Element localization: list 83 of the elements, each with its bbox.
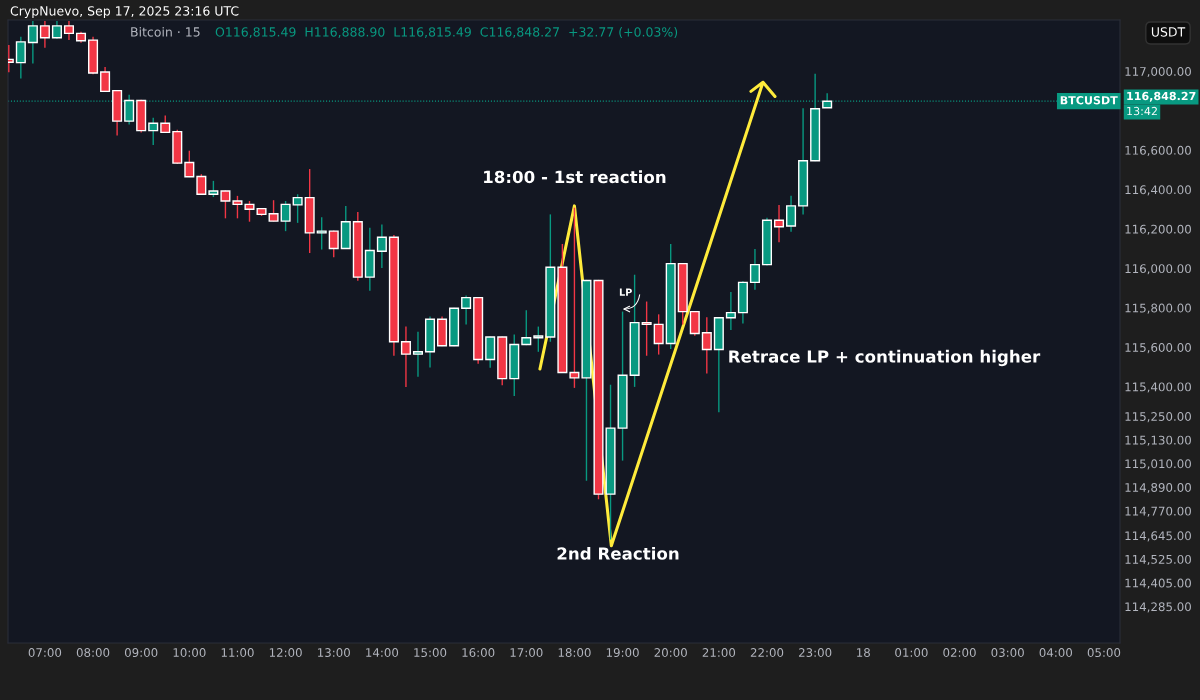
y-tick-label: 115,130.00 xyxy=(1125,435,1191,446)
x-tick-label: 08:00 xyxy=(76,648,110,657)
y-tick-label: 115,800.00 xyxy=(1125,303,1191,314)
chart-title: Bitcoin · 15 xyxy=(131,26,200,37)
x-tick-label: 15:00 xyxy=(414,648,447,657)
candlestick xyxy=(316,216,327,251)
text: 116,848.27 xyxy=(1127,91,1196,102)
x-tick-label: 11:00 xyxy=(221,648,254,657)
x-tick-label: 23:00 xyxy=(798,648,832,657)
x-tick-label: 02:00 xyxy=(943,648,976,657)
x-tick-label: 18 xyxy=(857,648,870,657)
candlestick xyxy=(63,20,75,41)
y-axis-title: USDT xyxy=(1151,27,1186,37)
x-tick-label: 05:00 xyxy=(1087,648,1121,657)
y-tick-label: 114,645.00 xyxy=(1125,531,1191,542)
candlestick xyxy=(196,173,207,196)
candlestick xyxy=(786,195,797,233)
candlestick xyxy=(773,204,785,243)
candlestick xyxy=(292,193,303,224)
y-tick-label: 114,525.00 xyxy=(1125,554,1191,566)
annotation: 2nd Reaction xyxy=(557,546,679,560)
candlestick xyxy=(521,309,532,346)
text: CrypNuevo, Sep 17, 2025 23:16 UTC xyxy=(10,6,239,19)
x-tick-label: 21:00 xyxy=(702,648,736,657)
x-tick-label: 20:00 xyxy=(654,648,687,657)
y-tick-label: 117,000.00 xyxy=(1125,66,1191,78)
y-tick-label: 114,770.00 xyxy=(1125,506,1191,517)
x-tick-label: 18:00 xyxy=(558,648,591,657)
annotation: O116,815.49 H116,888.90 L116,815.49 C116,848.27 +32.77 (+0.03%) xyxy=(215,26,678,39)
candlestick xyxy=(485,335,496,369)
candlestick xyxy=(701,316,712,375)
y-tick-label: 116,000.00 xyxy=(1125,264,1191,275)
candlestick xyxy=(148,117,159,146)
candlestick xyxy=(412,331,424,378)
x-tick-label: 17:00 xyxy=(510,648,543,657)
y-tick-label: 115,400.00 xyxy=(1125,382,1191,393)
annotation: 18:00 - 1st reaction xyxy=(484,170,666,184)
candlestick xyxy=(376,223,387,269)
x-tick-label: 12:00 xyxy=(269,648,302,657)
x-tick-label: 03:00 xyxy=(991,648,1024,657)
y-tick-label: 116,400.00 xyxy=(1125,185,1191,196)
candlestick xyxy=(653,313,664,356)
candlestick xyxy=(39,20,50,49)
y-tick-label: 115,250.00 xyxy=(1125,412,1191,423)
x-tick-label: 07:00 xyxy=(28,648,62,657)
candlestick xyxy=(725,291,736,331)
candlestick xyxy=(244,200,255,223)
x-tick-label: 16:00 xyxy=(462,648,495,657)
annotation: LP xyxy=(619,288,632,296)
x-tick-label: 01:00 xyxy=(895,648,928,657)
x-tick-label: 14:00 xyxy=(366,648,399,657)
y-tick-label: 114,285.00 xyxy=(1125,602,1191,613)
y-tick-label: 114,405.00 xyxy=(1125,578,1191,589)
candlestick xyxy=(461,294,472,326)
y-tick-label: 116,600.00 xyxy=(1125,145,1191,156)
text: 13:42 xyxy=(1127,106,1157,116)
x-tick-label: 19:00 xyxy=(606,648,639,657)
candlestick xyxy=(220,189,231,220)
candlestick xyxy=(15,36,26,80)
candlestick xyxy=(100,66,111,93)
candlestick xyxy=(641,300,652,357)
candlestick xyxy=(569,206,580,389)
candlestick xyxy=(27,20,38,65)
candlestick xyxy=(533,325,544,353)
x-tick-label: 22:00 xyxy=(750,648,784,657)
candlestick xyxy=(400,325,411,388)
y-tick-label: 116,200.00 xyxy=(1125,224,1191,235)
y-tick-label: 115,600.00 xyxy=(1125,343,1191,354)
candlestick xyxy=(689,310,700,337)
ref-line-label: BTCUSDT xyxy=(1060,95,1118,105)
candlestick xyxy=(232,195,243,220)
y-tick-label: 114,890.00 xyxy=(1125,482,1191,494)
x-tick-label: 09:00 xyxy=(124,648,158,657)
candlestick xyxy=(184,150,195,178)
y-tick-label: 115,010.00 xyxy=(1125,459,1191,470)
x-tick-label: 13:00 xyxy=(318,648,350,657)
x-tick-label: 04:00 xyxy=(1039,648,1073,657)
x-tick-label: 10:00 xyxy=(173,648,206,657)
candlestick xyxy=(328,229,339,258)
candlestick xyxy=(749,248,760,291)
candlestick xyxy=(280,200,291,232)
candlestick xyxy=(268,199,279,223)
annotation: Retrace LP + continuation higher xyxy=(729,349,1041,367)
